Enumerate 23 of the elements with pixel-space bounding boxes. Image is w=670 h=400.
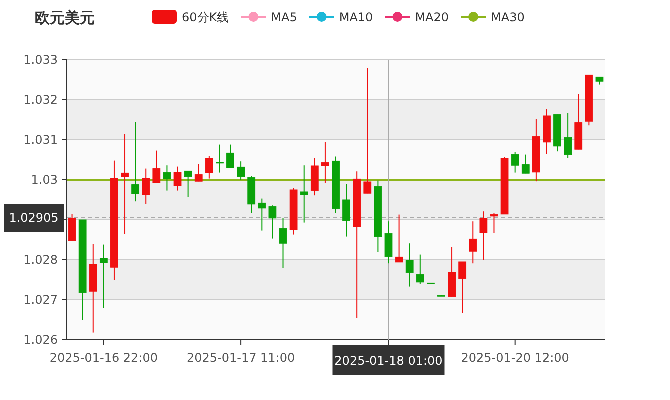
legend-label: MA10 [339, 10, 374, 24]
legend-label: 60分K线 [182, 10, 230, 24]
legend-item: MA5 [241, 10, 298, 24]
legend-item: MA10 [309, 10, 374, 24]
y-tick-label: 1.031 [24, 133, 58, 147]
legend-item: MA20 [385, 10, 450, 24]
x-tick-label: 2025-01-18 01:00 [334, 354, 443, 368]
legend-item: MA30 [461, 10, 525, 24]
x-tick-label: 2025-01-16 22:00 [50, 351, 158, 365]
x-tick-label: 2025-01-20 12:00 [461, 351, 570, 365]
legend-label: MA5 [271, 10, 298, 24]
y-tick-label: 1.033 [24, 53, 58, 67]
legend-item: 60分K线 [152, 10, 230, 24]
y-tick-label: 1.026 [24, 333, 58, 347]
y-tick-label: 1.027 [24, 293, 58, 307]
x-tick-label: 2025-01-17 11:00 [186, 351, 296, 365]
legend-label: MA30 [491, 10, 525, 24]
y-tick-label: 1.028 [24, 253, 58, 267]
ref-line-label: 1.02905 [9, 211, 59, 225]
legend-label: MA20 [415, 10, 450, 24]
y-tick-label: 1.032 [24, 93, 58, 107]
y-tick-label: 1.03 [31, 173, 58, 187]
chart-title: 欧元美元 [35, 9, 95, 27]
